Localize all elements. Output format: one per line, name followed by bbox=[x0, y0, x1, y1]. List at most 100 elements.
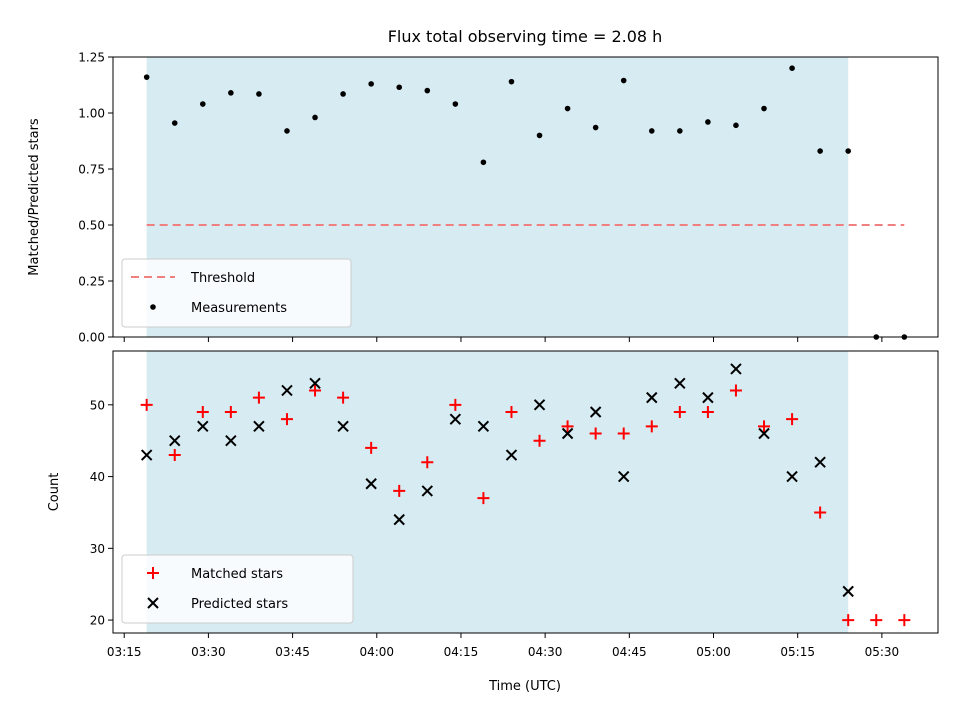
predicted-star-point bbox=[842, 585, 854, 598]
legend-predicted-label: Predicted stars bbox=[191, 597, 288, 612]
top-x-ticks bbox=[123, 337, 883, 342]
measurement-point bbox=[564, 105, 571, 112]
matched-star-point bbox=[673, 405, 686, 418]
measurement-point bbox=[789, 65, 795, 71]
predicted-star-point bbox=[365, 478, 377, 490]
matched-star-point bbox=[309, 384, 322, 397]
legend-measurements-label: Measurements bbox=[191, 301, 287, 316]
matched-star-point bbox=[870, 614, 883, 627]
predicted-star-point bbox=[786, 470, 798, 483]
matched-star-point bbox=[477, 492, 490, 505]
predicted-star-point bbox=[589, 406, 602, 418]
x-axis-label: Time (UTC) bbox=[488, 679, 561, 694]
measurement-point bbox=[733, 122, 739, 129]
measurement-point bbox=[199, 101, 206, 107]
legend-threshold-label: Threshold bbox=[190, 271, 255, 286]
predicted-star-point bbox=[225, 434, 237, 447]
measurement-point bbox=[312, 114, 318, 121]
legend-matched-swatch bbox=[147, 567, 159, 579]
measurement-point bbox=[452, 101, 459, 107]
y-tick-label: 0.75 bbox=[78, 163, 105, 177]
measurement-point bbox=[761, 105, 767, 112]
bottom-x-ticks: 03:15 03:30 03:45 04:00 04:15 04:30 04:45 05:00… bbox=[107, 633, 899, 659]
predicted-star-point bbox=[309, 377, 321, 389]
x-tick-label: 04:00 bbox=[359, 645, 394, 659]
y-tick-label: 0.25 bbox=[78, 275, 105, 289]
predicted-star-point bbox=[253, 420, 265, 433]
predicted-star-point bbox=[618, 470, 630, 483]
measurement-point bbox=[171, 120, 178, 126]
measurement-point bbox=[284, 128, 290, 134]
predicted-star-point bbox=[730, 363, 742, 375]
predicted-star-point bbox=[140, 449, 153, 461]
matched-star-point bbox=[561, 420, 574, 433]
matched-star-point bbox=[645, 420, 658, 433]
measurement-point bbox=[648, 128, 655, 134]
measurement-point bbox=[340, 91, 346, 97]
predicted-star-point bbox=[702, 391, 714, 404]
matched-star-point bbox=[589, 427, 602, 440]
matched-star-point bbox=[533, 434, 546, 447]
chart-title: Flux total observing time = 2.08 h bbox=[388, 27, 663, 46]
measurement-point bbox=[705, 119, 711, 125]
matched-star-point bbox=[337, 391, 350, 404]
top-y-axis-label: Matched/Predicted stars bbox=[27, 118, 42, 276]
measurement-point bbox=[256, 91, 262, 97]
x-tick-label: 05:00 bbox=[696, 645, 731, 659]
y-tick-label: 1.25 bbox=[78, 51, 105, 65]
measurement-point bbox=[508, 78, 515, 85]
matched-star-point bbox=[140, 398, 153, 411]
matched-star-point bbox=[421, 456, 434, 469]
measurement-point bbox=[845, 148, 852, 154]
top-legend-box bbox=[121, 258, 352, 328]
y-tick-label: 0.50 bbox=[78, 219, 105, 233]
predicted-star-point bbox=[281, 384, 293, 397]
predicted-star-point bbox=[758, 427, 770, 440]
matched-star-point bbox=[729, 384, 742, 397]
matched-star-point bbox=[842, 614, 855, 627]
matched-star-point bbox=[505, 405, 518, 418]
predicted-star-point bbox=[337, 420, 349, 433]
matched-star-point bbox=[449, 398, 462, 411]
predicted-star-point bbox=[505, 449, 518, 461]
predicted-star-point bbox=[197, 420, 209, 433]
x-tick-label: 04:45 bbox=[612, 645, 647, 659]
predicted-star-point bbox=[393, 513, 405, 526]
predicted-star-point bbox=[646, 391, 658, 404]
matched-star-point bbox=[758, 420, 771, 433]
y-tick-label: 0.00 bbox=[78, 331, 105, 345]
measurement-point bbox=[620, 77, 627, 84]
y-tick-label: 1.00 bbox=[78, 107, 105, 121]
bottom-axes-frame bbox=[112, 350, 939, 634]
predicted-star-point bbox=[814, 456, 826, 468]
measurement-point bbox=[143, 74, 150, 80]
measurement-point bbox=[480, 159, 487, 166]
predicted-star-point bbox=[449, 413, 462, 425]
top-axes-frame bbox=[112, 56, 939, 338]
x-tick-label: 05:30 bbox=[865, 645, 900, 659]
matched-star-point bbox=[280, 413, 293, 426]
top-legend: Threshold Measurements bbox=[121, 258, 352, 328]
x-tick-label: 05:15 bbox=[780, 645, 815, 659]
bottom-y-ticks: 20 30 40 50 bbox=[90, 398, 113, 628]
x-tick-label: 04:15 bbox=[444, 645, 479, 659]
y-tick-label: 40 bbox=[90, 470, 105, 484]
legend-matched-label: Matched stars bbox=[191, 567, 283, 582]
y-tick-label: 20 bbox=[90, 614, 105, 628]
bottom-legend: Matched stars Predicted stars bbox=[121, 554, 354, 624]
predicted-star-point bbox=[674, 377, 686, 389]
x-tick-label: 03:15 bbox=[107, 645, 142, 659]
matched-star-point bbox=[393, 484, 406, 497]
top-panel: 0.00 0.25 0.50 0.75 1.00 1.25 Matched/Predict… bbox=[27, 51, 939, 345]
predicted-star-point bbox=[561, 427, 574, 440]
measurement-point bbox=[817, 148, 823, 154]
x-tick-label: 04:30 bbox=[528, 645, 563, 659]
count-points bbox=[140, 363, 911, 627]
matched-star-point bbox=[701, 405, 714, 418]
matched-star-point bbox=[898, 614, 911, 627]
matched-star-point bbox=[617, 427, 630, 440]
measurement-point bbox=[424, 87, 431, 94]
matched-star-point bbox=[786, 413, 799, 426]
matched-star-point bbox=[365, 441, 378, 454]
